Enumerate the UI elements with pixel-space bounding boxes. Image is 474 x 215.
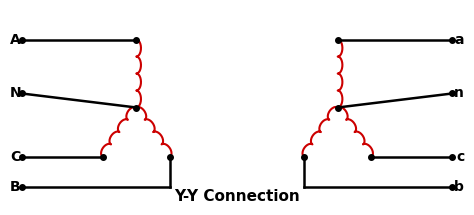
- Text: n: n: [454, 86, 464, 100]
- Text: C: C: [10, 150, 20, 164]
- Text: c: c: [456, 150, 464, 164]
- Text: A: A: [10, 33, 20, 47]
- Text: N: N: [10, 86, 21, 100]
- Text: B: B: [10, 180, 20, 194]
- Text: Y-Y Connection: Y-Y Connection: [174, 189, 300, 204]
- Text: a: a: [455, 33, 464, 47]
- Text: b: b: [454, 180, 464, 194]
